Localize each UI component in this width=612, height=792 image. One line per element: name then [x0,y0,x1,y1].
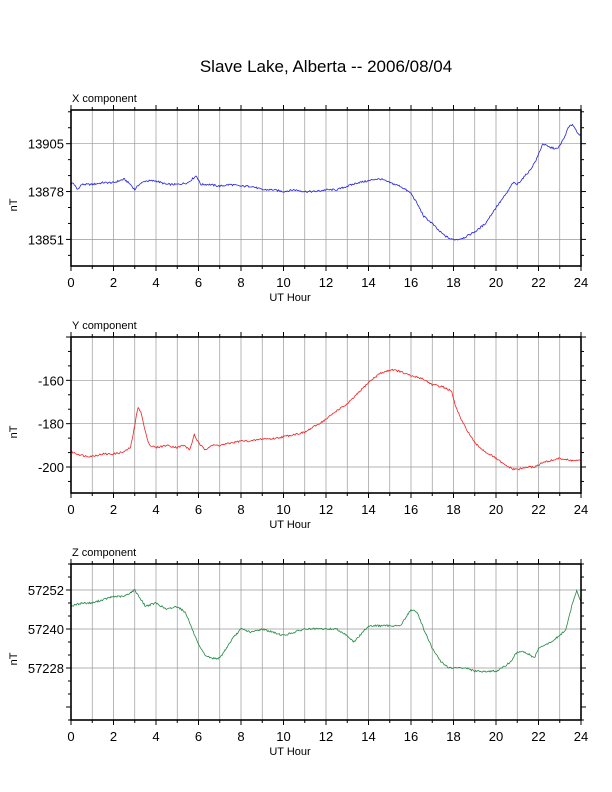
y-tick-label: 57252 [28,583,64,598]
x-tick-label: 22 [531,729,545,744]
panel-label: Z component [72,547,136,559]
x-tick-label: 14 [361,275,375,290]
x-axis-label: UT Hour [269,519,311,531]
x-tick-label: 22 [531,275,545,290]
x-tick-label: 16 [404,502,418,517]
x-tick-label: 20 [489,502,503,517]
data-series-line [70,368,582,471]
y-tick-label: 57228 [28,661,64,676]
x-tick-label: 0 [67,729,74,744]
x-axis-label: UT Hour [269,292,311,304]
panel-label: Y component [72,320,137,332]
x-tick-label: 14 [361,729,375,744]
y-tick-label: -180 [38,417,64,432]
x-tick-label: 24 [574,729,588,744]
y-tick-label: 13851 [28,232,64,247]
x-tick-label: 18 [446,502,460,517]
y-axis-label: nT [8,198,20,211]
x-tick-label: 22 [531,502,545,517]
x-tick-label: 18 [446,275,460,290]
x-tick-label: 8 [237,502,244,517]
data-series-line [70,123,582,241]
x-tick-label: 2 [110,729,117,744]
x-tick-label: 8 [237,275,244,290]
y-tick-label: -200 [38,460,64,475]
x-tick-label: 4 [152,502,159,517]
x-axis-label: UT Hour [269,746,311,758]
y-tick-label: 57240 [28,622,64,637]
x-tick-label: 6 [195,729,202,744]
x-tick-label: 4 [152,729,159,744]
y-axis-label: nT [8,652,20,665]
x-tick-label: 2 [110,502,117,517]
x-tick-label: 8 [237,729,244,744]
x-tick-label: 24 [574,502,588,517]
x-tick-label: 10 [276,502,290,517]
data-series-line [70,588,582,673]
x-tick-label: 10 [276,275,290,290]
x-tick-label: 16 [404,729,418,744]
x-tick-label: 12 [319,275,333,290]
y-tick-label: 13905 [28,137,64,152]
x-tick-label: 6 [195,275,202,290]
x-tick-label: 6 [195,502,202,517]
x-tick-label: 14 [361,502,375,517]
x-tick-label: 0 [67,502,74,517]
x-tick-label: 4 [152,275,159,290]
x-tick-label: 20 [489,275,503,290]
x-tick-label: 0 [67,275,74,290]
x-tick-label: 24 [574,275,588,290]
x-tick-label: 12 [319,502,333,517]
x-tick-label: 12 [319,729,333,744]
x-tick-label: 16 [404,275,418,290]
x-tick-label: 18 [446,729,460,744]
y-axis-label: nT [8,425,20,438]
y-tick-label: -160 [38,373,64,388]
panel-label: X component [72,93,137,105]
x-tick-label: 2 [110,275,117,290]
x-tick-label: 10 [276,729,290,744]
y-tick-label: 13878 [28,185,64,200]
page-title: Slave Lake, Alberta -- 2006/08/04 [199,57,453,76]
x-tick-label: 20 [489,729,503,744]
